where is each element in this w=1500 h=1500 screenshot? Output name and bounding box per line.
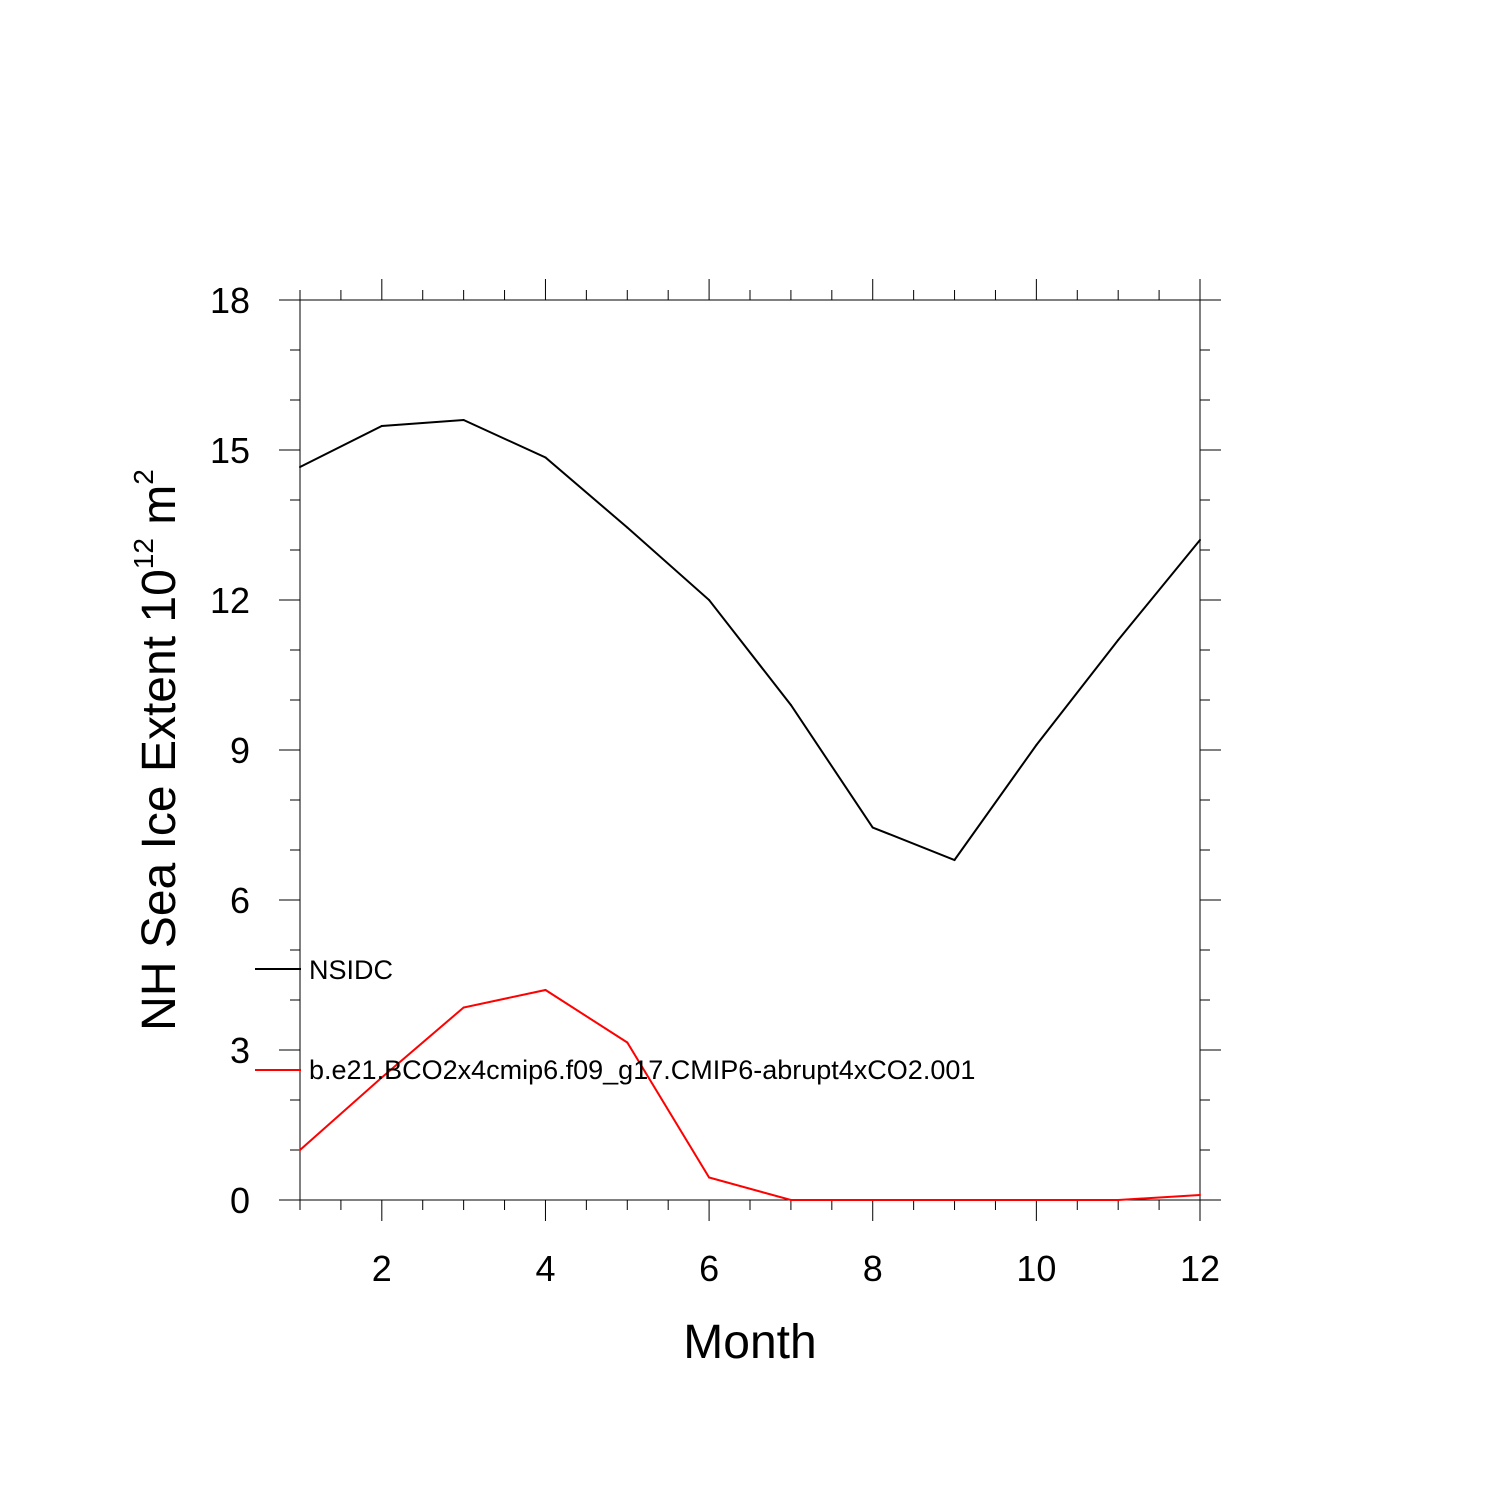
legend-label-nsidc: NSIDC — [309, 955, 393, 985]
series-1-point — [299, 1149, 301, 1151]
x-tick-label: 12 — [1180, 1248, 1220, 1289]
series-1-point — [708, 1176, 711, 1179]
series-1-point — [380, 1076, 383, 1079]
y-tick-labels: 0 3 6 9 12 15 18 — [210, 280, 250, 1221]
legend: NSIDC b.e21.BCO2x4cmip6.f09_g17.CMIP6-ab… — [255, 955, 975, 1085]
series-1-point — [1117, 1199, 1120, 1201]
series-0-point — [462, 419, 465, 421]
series-1-point — [544, 989, 547, 991]
y-tick-label: 9 — [230, 730, 250, 771]
x-tick-label: 8 — [863, 1248, 883, 1289]
series-1-point — [626, 1041, 629, 1044]
x-tick-label: 4 — [535, 1248, 555, 1289]
series-0-point — [544, 456, 547, 459]
series-1-point — [953, 1199, 956, 1201]
major-ticks — [279, 279, 1221, 1221]
x-axis-title: Month — [683, 1316, 816, 1369]
series-0-point — [1199, 539, 1201, 541]
y-axis-title-unit-exponent: 2 — [128, 469, 159, 485]
series-0-point — [708, 599, 711, 601]
series-0-point — [299, 466, 301, 468]
y-axis-title-unit: m — [133, 485, 186, 538]
legend-label-abrupt4xco2: b.e21.BCO2x4cmip6.f09_g17.CMIP6-abrupt4x… — [309, 1055, 975, 1085]
y-tick-label: 0 — [230, 1180, 250, 1221]
y-axis-title-exponent: 12 — [128, 538, 159, 569]
series-0-point — [953, 859, 956, 861]
series-lines — [299, 418, 1201, 1201]
x-tick-label: 2 — [372, 1248, 392, 1289]
series-line-1 — [299, 988, 1201, 1201]
y-tick-label: 6 — [230, 880, 250, 921]
minor-ticks — [290, 290, 1210, 1210]
x-tick-label: 6 — [699, 1248, 719, 1289]
series-0-point — [871, 826, 874, 829]
x-tick-label: 10 — [1016, 1248, 1056, 1289]
series-0-point — [380, 425, 383, 427]
series-line-0 — [299, 418, 1201, 862]
series-0-point — [789, 704, 792, 706]
series-1-point — [1035, 1199, 1038, 1201]
y-tick-label: 18 — [210, 280, 250, 321]
series-1-point — [462, 1006, 465, 1009]
series-1-point — [1199, 1194, 1201, 1196]
y-axis-title-text: NH Sea Ice Extent 10 — [133, 569, 186, 1031]
series-0-point — [1117, 639, 1120, 641]
series-0-point — [1035, 744, 1038, 746]
y-axis-title: NH Sea Ice Extent 1012 m2 — [128, 469, 186, 1031]
y-tick-label: 15 — [210, 430, 250, 471]
series-1-point — [789, 1199, 792, 1201]
y-tick-label: 3 — [230, 1030, 250, 1071]
x-tick-labels: 2 4 6 8 10 12 — [372, 1248, 1220, 1289]
y-tick-label: 12 — [210, 580, 250, 621]
series-1-point — [871, 1199, 874, 1201]
series-0-point — [626, 526, 629, 529]
